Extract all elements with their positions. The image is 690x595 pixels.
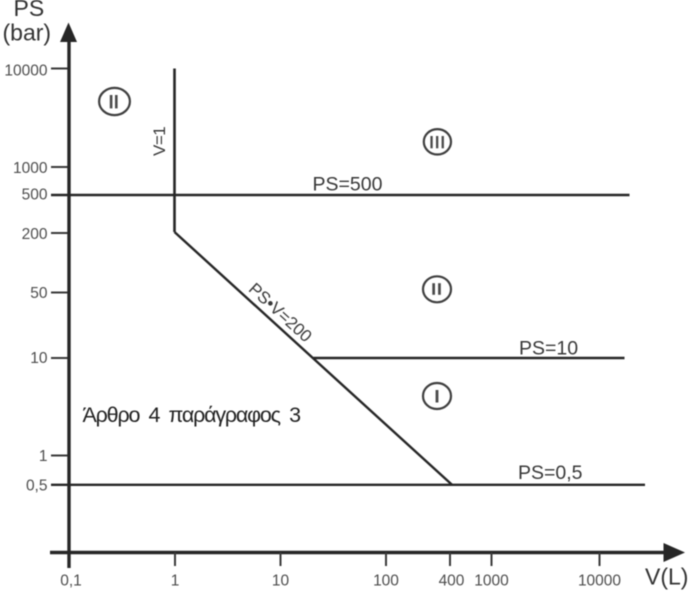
- svg-text:10000: 10000: [578, 573, 621, 590]
- svg-text:V(L): V(L): [645, 564, 688, 590]
- svg-text:10000: 10000: [4, 63, 47, 80]
- svg-text:1: 1: [39, 448, 48, 465]
- svg-text:PS: PS: [14, 0, 45, 21]
- svg-text:10: 10: [30, 350, 48, 367]
- svg-text:50: 50: [30, 285, 48, 302]
- svg-text:PS=0,5: PS=0,5: [518, 462, 583, 484]
- svg-text:200: 200: [22, 226, 48, 243]
- svg-text:V=1: V=1: [150, 127, 169, 156]
- svg-text:1000: 1000: [13, 160, 48, 177]
- svg-text:Άρθρο 4 παράγραφος 3: Άρθρο 4 παράγραφος 3: [83, 403, 302, 427]
- svg-text:(bar): (bar): [3, 20, 52, 46]
- svg-text:0,5: 0,5: [26, 478, 48, 495]
- svg-text:1: 1: [171, 573, 180, 590]
- svg-text:100: 100: [373, 573, 399, 590]
- svg-text:500: 500: [22, 187, 48, 204]
- svg-text:PS=500: PS=500: [313, 174, 383, 196]
- svg-text:0,1: 0,1: [60, 573, 82, 590]
- svg-text:1000: 1000: [474, 573, 509, 590]
- svg-text:400: 400: [439, 573, 465, 590]
- svg-text:PS=10: PS=10: [519, 338, 578, 360]
- svg-text:10: 10: [272, 573, 290, 590]
